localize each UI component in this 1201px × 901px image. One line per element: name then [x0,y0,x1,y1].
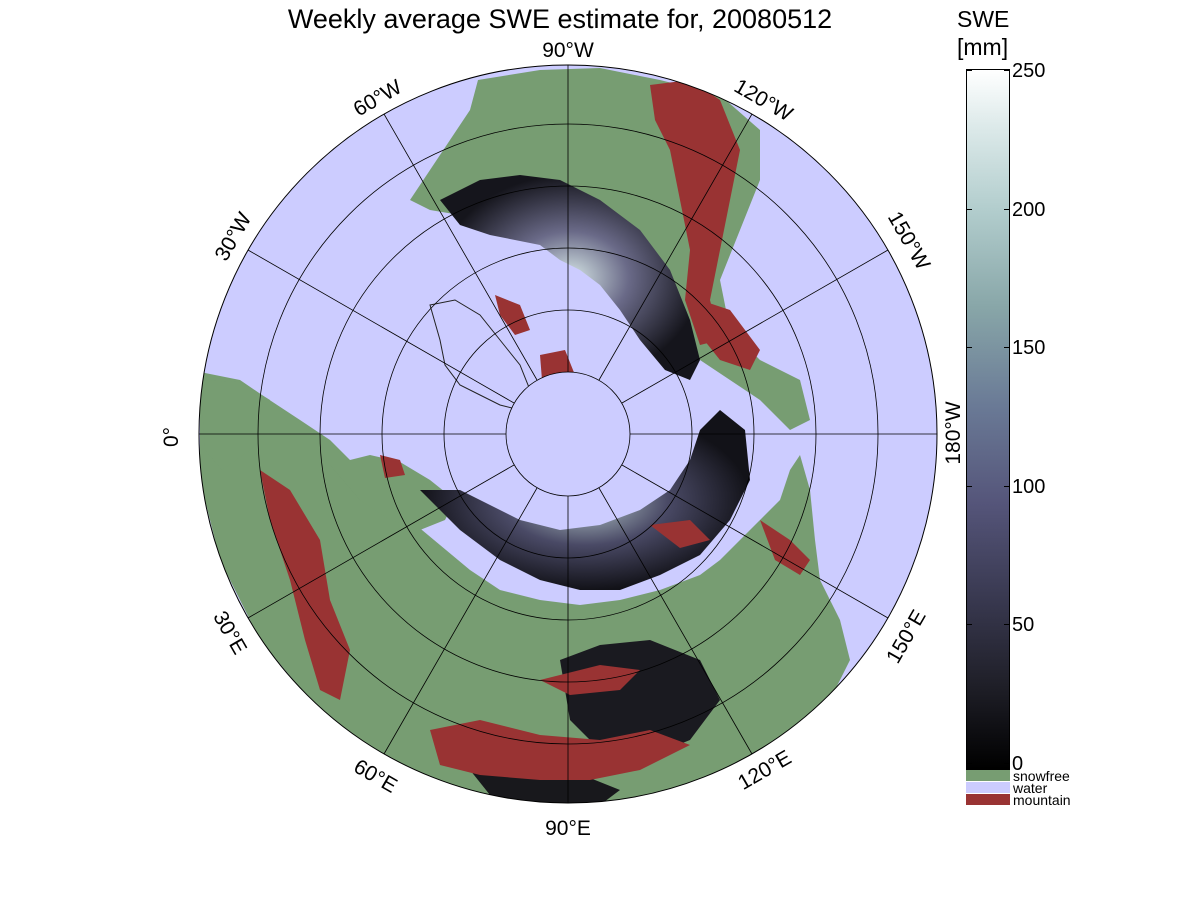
lon-label-180w: 180°W [942,401,965,464]
legend-label-mountain: mountain [1013,792,1071,808]
legend-label-water: water [1013,780,1048,796]
colorbar-tick-mark [1004,624,1009,626]
lon-label-60e: 60°E [350,755,401,798]
colorbar-tick-label: 0 [1012,753,1024,775]
legend-swatch-mountain [966,794,1010,805]
colorbar-tick-label: 100 [1012,475,1046,498]
colorbar-tick-mark [1004,347,1009,349]
legend-swatch-snowfree [966,770,1010,781]
colorbar-tick-mark [1004,70,1009,71]
colorbar-tick-mark [967,347,972,349]
colorbar-unit: [mm] [957,34,1009,60]
colorbar-tick-mark [967,208,972,210]
lon-label-90w: 90°W [542,39,594,62]
colorbar-tick-mark [1004,763,1009,764]
colorbar-tick-mark [967,485,972,487]
colorbar-tick-mark [967,70,972,71]
colorbar-tick-label: 50 [1012,614,1035,637]
colorbar-tick-mark [967,763,972,764]
colorbar-title: SWE [957,6,1010,32]
landmass-scandinavia [330,455,455,530]
snow-cover-siberia [420,410,750,590]
map-disc [199,65,937,803]
colorbar-tick-mark [1004,485,1009,487]
colorbar-tick-label: 150 [1012,337,1046,360]
map-title: Weekly average SWE estimate for, 2008051… [287,4,833,34]
map-frame [198,64,938,804]
meridian-lines [199,65,937,803]
landmass-europe-west [200,380,270,470]
legend-swatch-water [966,782,1010,793]
lon-label-0: 0° [160,427,183,447]
colorbar-tick-label: 250 [1012,60,1046,82]
legend-label-snowfree: snowfree [1013,768,1070,784]
colorbar-tick-mark [967,624,972,626]
lon-label-30e: 30°E [208,607,251,658]
lon-label-90e: 90°E [545,817,591,840]
colorbar-tick-label: 200 [1012,198,1046,221]
colorbar-tick-mark [1004,208,1009,210]
snow-cover-north-america [440,175,700,380]
arctic-ocean-center [506,372,630,496]
colorbar [966,69,1010,770]
